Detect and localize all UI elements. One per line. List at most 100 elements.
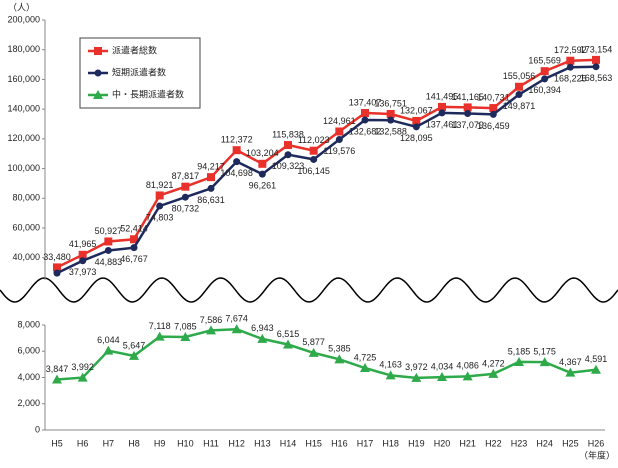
marker <box>283 339 293 349</box>
data-label: 136,459 <box>477 121 510 131</box>
marker <box>233 158 241 166</box>
data-label: 137,079 <box>451 120 484 130</box>
y-tick-label: 120,000 <box>7 133 40 143</box>
legend-label: 短期派遣者数 <box>112 66 166 77</box>
marker <box>156 202 164 210</box>
data-label: 165,569 <box>528 56 561 66</box>
data-label: 137,461 <box>426 119 459 129</box>
marker <box>77 372 88 382</box>
axis-break <box>0 277 618 303</box>
marker <box>104 237 113 246</box>
data-label: 74,803 <box>146 212 174 222</box>
data-label: 4,034 <box>431 361 454 371</box>
x-tick-label: H10 <box>177 438 194 448</box>
marker <box>386 109 395 118</box>
x-tick-label: H7 <box>103 438 115 448</box>
data-label: 87,817 <box>172 171 200 181</box>
data-label: 128,095 <box>400 133 433 143</box>
x-tick-label: H6 <box>77 438 89 448</box>
marker <box>335 135 343 143</box>
data-label: 41,965 <box>69 239 97 249</box>
y-tick-label: 60,000 <box>12 222 40 232</box>
x-tick-label: H23 <box>511 438 528 448</box>
marker <box>93 90 103 99</box>
marker <box>489 104 498 113</box>
marker <box>412 116 421 125</box>
data-label: 168,225 <box>554 74 587 84</box>
y-tick-label: 200,000 <box>7 14 40 24</box>
marker <box>464 109 472 117</box>
y-tick-label: 40,000 <box>12 252 40 262</box>
data-label: 3,992 <box>71 362 94 372</box>
marker <box>104 246 112 254</box>
legend-label: 中・長期派遣者数 <box>112 88 184 99</box>
marker <box>94 69 102 77</box>
marker <box>309 146 318 155</box>
y-tick-label: 8,000 <box>17 319 40 329</box>
data-label: 6,515 <box>277 329 300 339</box>
data-label: 52,414 <box>120 224 148 234</box>
marker <box>438 109 446 117</box>
y-tick-label: 6,000 <box>17 346 40 356</box>
y-tick-label: 4,000 <box>17 372 40 382</box>
data-label: 119,576 <box>323 146 355 156</box>
data-label: 141,165 <box>451 92 484 102</box>
y-tick-label: 2,000 <box>17 398 40 408</box>
data-label: 33,480 <box>43 252 71 262</box>
marker <box>566 63 574 71</box>
data-label: 104,698 <box>220 168 253 178</box>
x-tick-label: H24 <box>536 438 553 448</box>
marker <box>52 374 62 384</box>
data-label: 5,385 <box>328 344 351 354</box>
data-label: 5,647 <box>123 340 146 350</box>
x-tick-label: H5 <box>51 438 63 448</box>
marker <box>181 193 189 201</box>
marker <box>541 75 549 83</box>
x-axis-label: （年度） <box>579 449 615 460</box>
marker <box>284 141 292 150</box>
marker <box>592 55 600 64</box>
data-label: 160,394 <box>528 85 561 95</box>
marker <box>103 345 114 355</box>
data-label: 112,372 <box>221 135 253 145</box>
marker <box>130 235 138 244</box>
x-tick-label: H25 <box>562 438 579 448</box>
x-tick-label: H15 <box>305 438 322 448</box>
marker <box>231 324 242 334</box>
data-label: 3,847 <box>46 364 69 374</box>
marker <box>565 367 576 377</box>
x-tick-label: H19 <box>408 438 425 448</box>
data-label: 4,086 <box>456 361 479 371</box>
data-label: 109,323 <box>272 161 305 171</box>
data-label: 172,592 <box>554 45 587 55</box>
marker <box>78 250 87 259</box>
data-label: 106,145 <box>297 166 330 176</box>
data-label: 7,586 <box>200 315 223 325</box>
marker <box>488 368 499 378</box>
y-tick-label: 100,000 <box>7 163 40 173</box>
marker <box>489 110 497 118</box>
data-label: 94,217 <box>197 162 225 172</box>
marker <box>181 182 190 191</box>
data-label: 103,204 <box>246 148 279 158</box>
marker <box>206 325 216 335</box>
marker <box>335 127 344 136</box>
marker <box>53 269 61 277</box>
marker <box>592 63 600 71</box>
data-label: 149,871 <box>503 101 536 111</box>
data-label: 140,731 <box>477 92 510 102</box>
marker <box>284 151 292 159</box>
data-label: 141,495 <box>426 91 459 101</box>
y-tick-label: 80,000 <box>12 193 40 203</box>
y-tick-label: 140,000 <box>7 104 40 114</box>
marker <box>130 244 138 252</box>
marker <box>155 191 164 200</box>
data-label: 6,044 <box>97 335 120 345</box>
data-label: 44,883 <box>95 257 123 267</box>
marker <box>515 82 523 91</box>
marker <box>258 159 267 168</box>
marker <box>591 364 601 374</box>
x-tick-label: H14 <box>280 438 297 448</box>
data-label: 5,877 <box>302 337 325 347</box>
marker <box>412 123 420 131</box>
